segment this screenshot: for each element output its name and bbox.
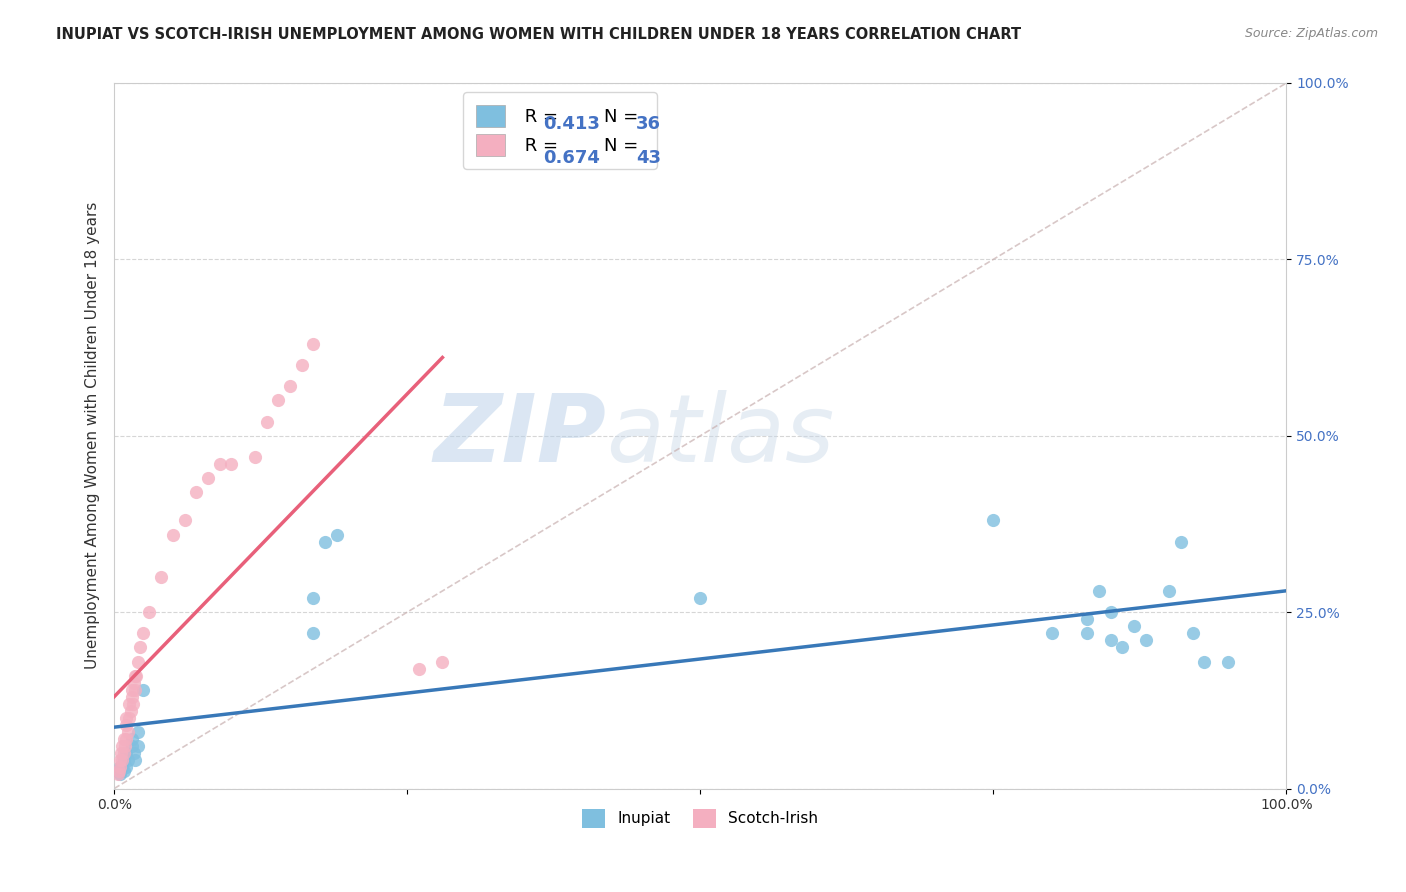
Point — [108, 767, 131, 781]
Point — [689, 591, 711, 605]
Point — [132, 626, 155, 640]
Point — [302, 626, 325, 640]
Point — [1123, 619, 1146, 633]
Point — [291, 358, 314, 372]
Point — [111, 753, 134, 767]
Text: ZIP: ZIP — [433, 390, 606, 482]
Point — [127, 739, 149, 754]
Text: 36: 36 — [636, 115, 661, 133]
Point — [314, 534, 336, 549]
Point — [110, 746, 132, 760]
Point — [121, 739, 143, 754]
Point — [112, 764, 135, 778]
Point — [1181, 626, 1204, 640]
Point — [208, 457, 231, 471]
Text: 0.413: 0.413 — [543, 115, 600, 133]
Point — [150, 570, 173, 584]
Point — [118, 711, 141, 725]
Legend: Inupiat, Scotch-Irish: Inupiat, Scotch-Irish — [576, 803, 824, 834]
Point — [243, 450, 266, 464]
Point — [1088, 584, 1111, 599]
Point — [1170, 534, 1192, 549]
Point — [1076, 612, 1098, 626]
Point — [1216, 655, 1239, 669]
Point — [278, 379, 301, 393]
Point — [302, 591, 325, 605]
Point — [121, 690, 143, 704]
Point — [983, 513, 1005, 527]
Point — [111, 760, 134, 774]
Point — [162, 527, 184, 541]
Point — [1099, 633, 1122, 648]
Point — [120, 704, 142, 718]
Point — [108, 760, 131, 774]
Point — [108, 764, 131, 778]
Point — [1099, 605, 1122, 619]
Point — [127, 725, 149, 739]
Point — [121, 682, 143, 697]
Y-axis label: Unemployment Among Women with Children Under 18 years: Unemployment Among Women with Children U… — [86, 202, 100, 669]
Point — [121, 732, 143, 747]
Text: 0.674: 0.674 — [543, 150, 600, 168]
Point — [256, 415, 278, 429]
Point — [1040, 626, 1063, 640]
Point — [124, 682, 146, 697]
Point — [1159, 584, 1181, 599]
Point — [108, 753, 131, 767]
Text: INUPIAT VS SCOTCH-IRISH UNEMPLOYMENT AMONG WOMEN WITH CHILDREN UNDER 18 YEARS CO: INUPIAT VS SCOTCH-IRISH UNEMPLOYMENT AMO… — [56, 27, 1021, 42]
Point — [114, 739, 136, 754]
Point — [124, 753, 146, 767]
Text: 43: 43 — [636, 150, 661, 168]
Point — [326, 527, 349, 541]
Point — [115, 746, 138, 760]
Point — [111, 739, 134, 754]
Point — [221, 457, 243, 471]
Point — [127, 655, 149, 669]
Point — [108, 760, 131, 774]
Point — [117, 725, 139, 739]
Text: Source: ZipAtlas.com: Source: ZipAtlas.com — [1244, 27, 1378, 40]
Point — [117, 753, 139, 767]
Point — [124, 668, 146, 682]
Point — [112, 732, 135, 747]
Point — [302, 337, 325, 351]
Point — [1135, 633, 1157, 648]
Point — [432, 655, 454, 669]
Point — [112, 753, 135, 767]
Text: atlas: atlas — [606, 390, 835, 481]
Point — [138, 605, 160, 619]
Point — [115, 732, 138, 747]
Point — [132, 682, 155, 697]
Point — [122, 746, 145, 760]
Point — [115, 711, 138, 725]
Point — [115, 718, 138, 732]
Point — [107, 767, 129, 781]
Point — [408, 662, 430, 676]
Point — [1194, 655, 1216, 669]
Point — [122, 675, 145, 690]
Point — [118, 697, 141, 711]
Point — [122, 697, 145, 711]
Point — [129, 640, 152, 655]
Point — [108, 764, 131, 778]
Point — [125, 668, 148, 682]
Point — [197, 471, 219, 485]
Point — [173, 513, 195, 527]
Point — [115, 760, 138, 774]
Point — [267, 393, 290, 408]
Point — [186, 485, 208, 500]
Point — [1111, 640, 1133, 655]
Point — [1076, 626, 1098, 640]
Point — [112, 746, 135, 760]
